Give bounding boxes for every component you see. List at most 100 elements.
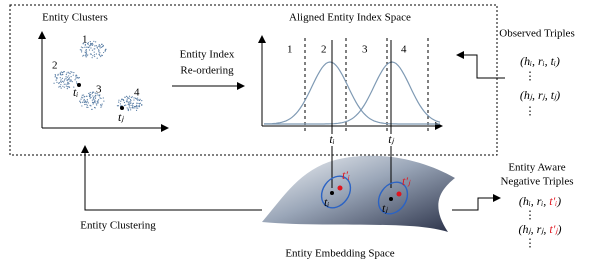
dot — [83, 55, 84, 56]
triple-part: t′ᵢ — [549, 194, 557, 208]
shape — [389, 197, 393, 201]
dot — [83, 100, 84, 101]
dot — [55, 74, 56, 75]
dot — [59, 82, 60, 83]
dot — [88, 93, 89, 94]
dot — [56, 80, 57, 81]
dot — [68, 78, 69, 79]
dot — [72, 81, 73, 82]
dot — [92, 50, 93, 51]
dot — [61, 82, 62, 83]
shape — [85, 146, 262, 210]
dot — [94, 54, 95, 55]
dot — [80, 49, 81, 50]
dot — [137, 108, 138, 109]
dot — [69, 81, 70, 82]
dot — [93, 99, 94, 100]
dot — [97, 58, 98, 59]
dot — [62, 78, 63, 79]
dot — [82, 47, 83, 48]
dot — [105, 49, 106, 50]
dot — [61, 79, 62, 80]
dot — [92, 44, 93, 45]
dot — [87, 105, 88, 106]
dot — [57, 75, 58, 76]
dot — [56, 82, 57, 83]
dot — [130, 100, 131, 101]
title: Observed Triples — [499, 28, 574, 40]
dot — [55, 75, 56, 76]
dot — [68, 83, 69, 84]
cluster-label: 2 — [52, 60, 58, 72]
dot — [75, 78, 76, 79]
dot — [94, 51, 95, 52]
dot — [84, 47, 85, 48]
shape: (hᵢ, rᵢ, t′ᵢ)⋮(hⱼ, rⱼ, t′ⱼ)⋮ — [519, 194, 562, 250]
dot — [88, 42, 89, 43]
dot — [65, 84, 66, 85]
ellipsis: ⋮ — [525, 238, 536, 250]
dot — [93, 102, 94, 103]
neg-label: t′ᵢ — [342, 168, 350, 182]
dot — [76, 81, 77, 82]
pos-label: tⱼ — [382, 201, 388, 215]
dot — [68, 82, 69, 83]
dot — [71, 72, 72, 73]
dot — [69, 73, 70, 74]
triple: (hⱼ, rⱼ, t′ⱼ) — [519, 222, 562, 236]
dot — [94, 107, 95, 108]
neg-label: t′ⱼ — [402, 174, 411, 188]
dot — [103, 100, 104, 101]
dot — [93, 97, 94, 98]
dot — [60, 77, 61, 78]
dot — [130, 102, 131, 103]
dot — [128, 110, 129, 111]
dot — [137, 103, 138, 104]
cluster-label: 4 — [134, 87, 140, 99]
dot — [132, 105, 133, 106]
dot — [87, 107, 88, 108]
dot — [139, 103, 140, 104]
title: Entity Aware — [508, 162, 565, 174]
triple: (hᵢ, rᵢ, t′ᵢ) — [519, 194, 561, 208]
dot — [138, 99, 139, 100]
dot — [80, 102, 81, 103]
title: Negative Triples — [500, 176, 573, 188]
dot — [56, 78, 57, 79]
dot — [60, 86, 61, 87]
region-label: 1 — [287, 44, 293, 56]
dot — [99, 54, 100, 55]
dot — [64, 87, 65, 88]
dot — [62, 81, 63, 82]
dot — [93, 103, 94, 104]
dot — [81, 105, 82, 106]
dot — [62, 74, 63, 75]
dot — [79, 101, 80, 102]
arrow-label: Re-ordering — [180, 65, 234, 77]
shape — [452, 198, 500, 210]
arrow-label: Entity Clustering — [80, 220, 156, 232]
dot — [130, 99, 131, 100]
dot — [100, 56, 101, 57]
tick-label: tᵢ — [329, 132, 334, 146]
dot — [95, 98, 96, 99]
dot — [60, 73, 61, 74]
dot — [128, 103, 129, 104]
dot — [130, 109, 131, 110]
dot — [99, 52, 100, 53]
dot — [129, 98, 130, 99]
dot — [70, 79, 71, 80]
dot — [103, 97, 104, 98]
dot — [134, 106, 135, 107]
title: Aligned Entity Index Space — [289, 12, 411, 24]
dot — [124, 102, 125, 103]
dotted-frame — [10, 5, 497, 155]
dot — [64, 80, 65, 81]
dot — [91, 54, 92, 55]
dot — [90, 94, 91, 95]
dot — [129, 106, 130, 107]
dot — [127, 108, 128, 109]
dot — [128, 102, 129, 103]
dot — [96, 104, 97, 105]
dot — [94, 45, 95, 46]
